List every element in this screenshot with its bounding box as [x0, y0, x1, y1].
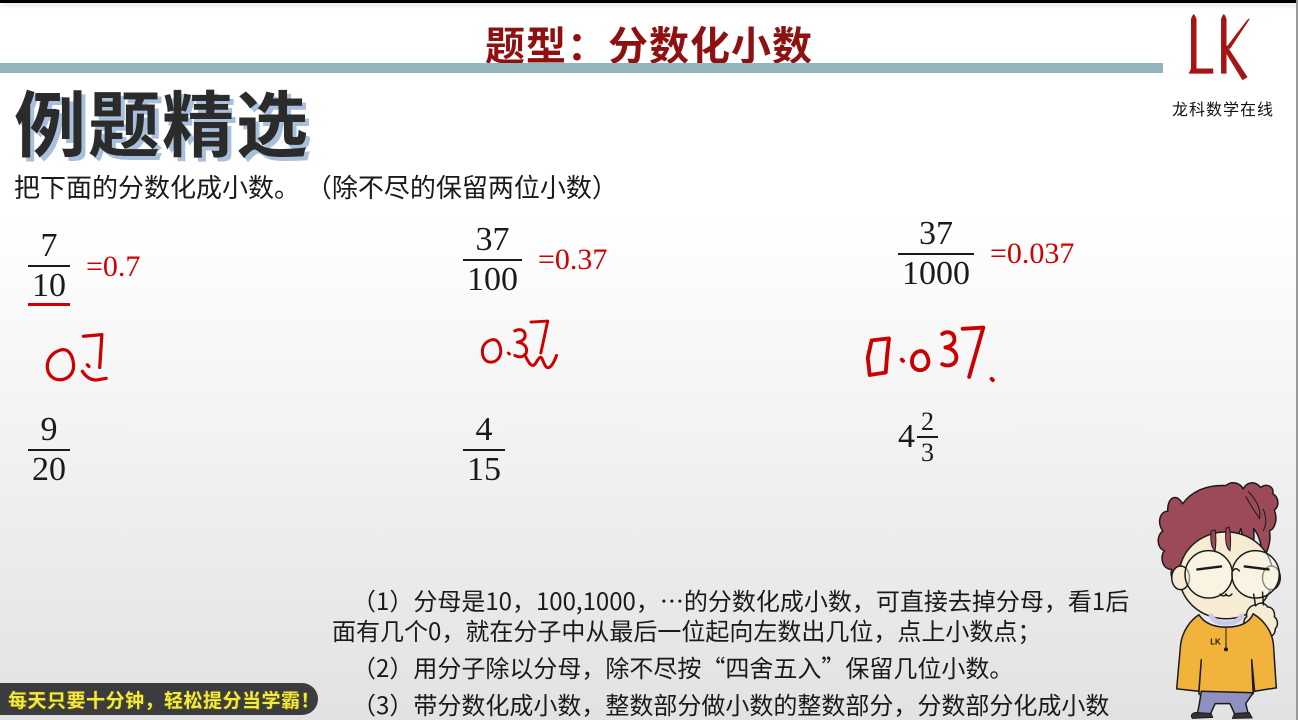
svg-text:LK: LK: [1210, 637, 1221, 646]
